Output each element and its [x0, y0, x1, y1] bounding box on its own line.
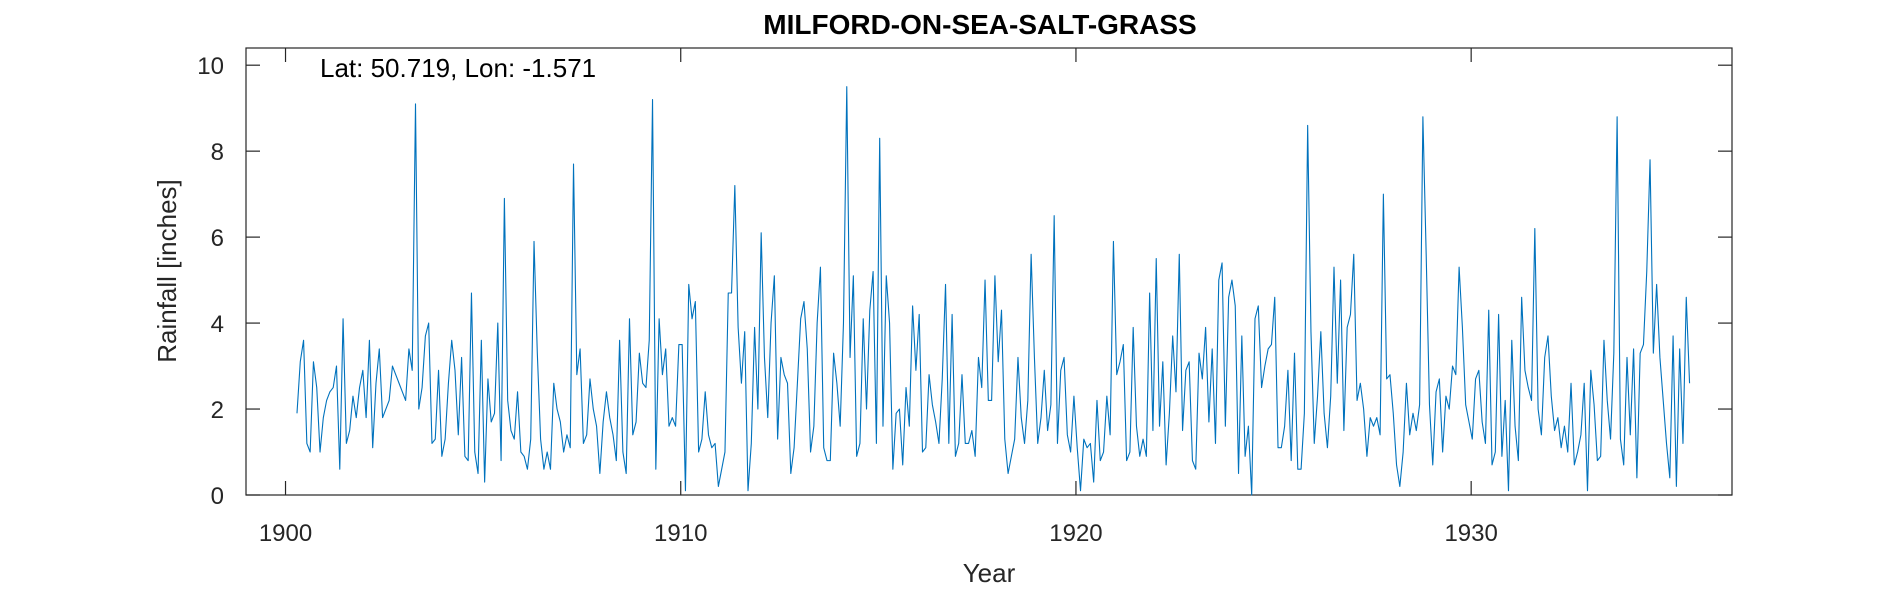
x-ticks: 1900 1910 1920 1930: [259, 48, 1498, 547]
axes-box: [245, 47, 1733, 496]
y-tick-label: 2: [211, 397, 224, 424]
chart-title: MILFORD-ON-SEA-SALT-GRASS: [763, 9, 1196, 40]
y-tick-label: 0: [211, 483, 224, 510]
y-tick-label: 10: [197, 53, 224, 80]
x-axis-label: Year: [963, 558, 1016, 588]
x-tick-label: 1930: [1444, 520, 1497, 547]
y-tick-label: 8: [211, 139, 224, 166]
x-tick-label: 1910: [654, 520, 707, 547]
y-tick-label: 6: [211, 225, 224, 252]
plot-area: 1900 1910 1920 1930 0 2 4 6 8 10: [197, 47, 1733, 547]
data-line-layer: [296, 86, 1691, 496]
y-axis-label: Rainfall [inches]: [152, 179, 182, 363]
x-tick-label: 1920: [1049, 520, 1102, 547]
location-annotation: Lat: 50.719, Lon: -1.571: [320, 53, 596, 83]
y-tick-label: 4: [211, 311, 224, 338]
rainfall-series-line: [296, 86, 1691, 496]
x-tick-label: 1900: [259, 520, 312, 547]
y-ticks: 0 2 4 6 8 10: [197, 53, 1732, 510]
